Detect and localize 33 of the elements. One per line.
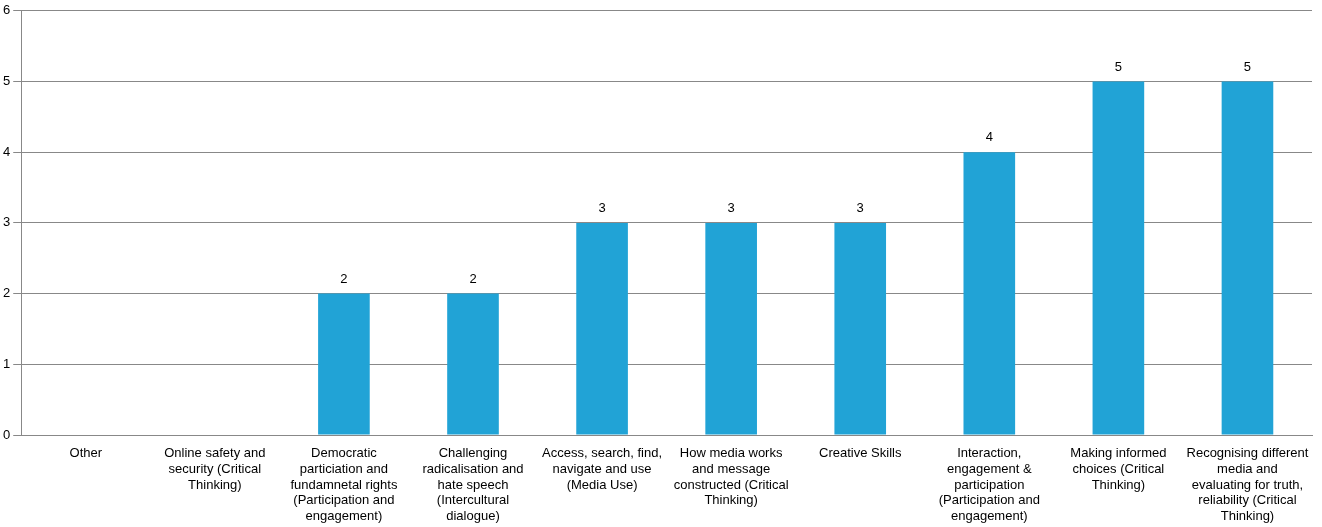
data-label: 2: [340, 270, 348, 286]
bar: [963, 152, 1016, 435]
data-label: 3: [856, 199, 864, 215]
x-tick-label: Democratic particiation and fundamnetal rights (Participation and engagement): [290, 445, 398, 523]
data-label: 3: [598, 199, 606, 215]
bar: [576, 222, 628, 435]
bar: [1221, 81, 1274, 435]
data-label: 5: [1243, 58, 1252, 74]
y-tick-label: 5: [3, 73, 11, 89]
x-tick-label: Other: [69, 445, 103, 461]
bar: [318, 293, 370, 435]
bar: [447, 293, 499, 435]
y-tick-label: 4: [3, 143, 11, 159]
data-label: 4: [985, 129, 993, 145]
y-tick-label: 0: [3, 426, 11, 442]
y-tick-label: 2: [3, 285, 11, 301]
x-tick-label: Access, search, find, navigate and use (Media Use): [542, 445, 663, 492]
y-tick-label: 1: [3, 355, 11, 371]
bar: [705, 222, 757, 435]
y-tick-label: 6: [3, 2, 11, 18]
x-tick-label: Creative Skills: [819, 445, 902, 461]
x-tick-label: How media works and message constructed (Critical Thinking): [673, 445, 789, 508]
x-tick-label: Making informed choices (Critical Thinking): [1070, 445, 1167, 492]
x-tick-label: Recognising different media and evaluating for truth, reliability (Critical Thinking): [1186, 445, 1309, 523]
data-label: 5: [1114, 58, 1122, 74]
data-label: 3: [727, 199, 735, 215]
x-tick-label: Interaction, engagement & participation (Participation and engagement): [938, 445, 1040, 523]
bar: [834, 222, 887, 435]
x-tick-label: Online safety and security (Critical Thinking): [164, 445, 266, 492]
x-tick-label: Challenging radicalisation and hate speech (Intercultural dialogue): [422, 445, 524, 523]
bar: [1092, 81, 1145, 435]
data-label: 2: [469, 270, 477, 286]
y-tick-label: 3: [3, 214, 11, 230]
